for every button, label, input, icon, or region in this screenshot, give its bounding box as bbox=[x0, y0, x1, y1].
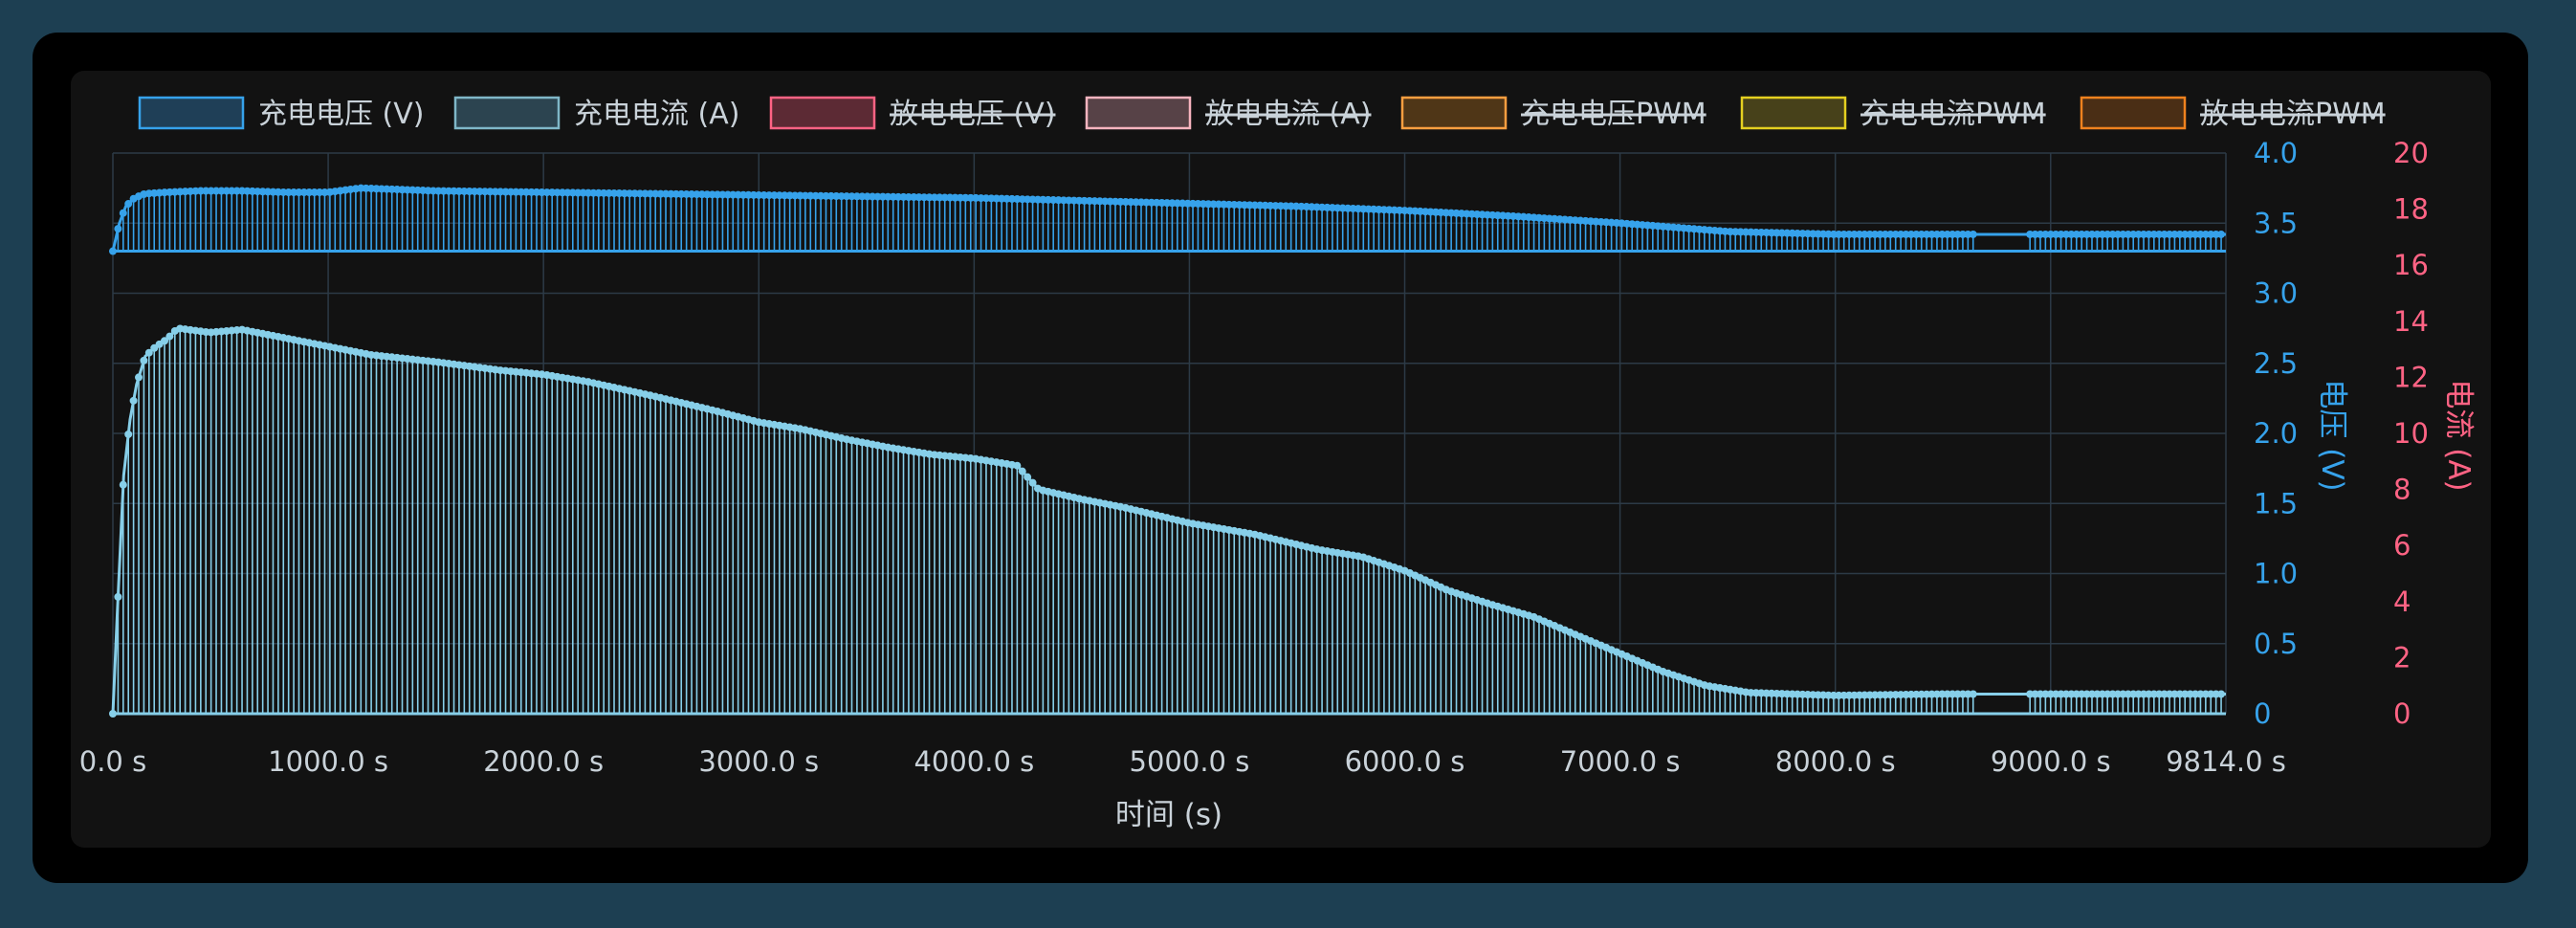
y-axis-left-label: 电压 (V) bbox=[2315, 379, 2349, 491]
x-tick-label: 5000.0 s bbox=[1130, 745, 1250, 778]
x-tick-label: 9000.0 s bbox=[1991, 745, 2111, 778]
series-line bbox=[111, 326, 2226, 715]
y-right-tick-label: 18 bbox=[2393, 193, 2429, 226]
legend[interactable]: 充电电压 (V) 充电电流 (A) 放电电压 (V) 放电电流 (A) 充电电压PWM 充… bbox=[138, 96, 2386, 131]
y-left-tick-label: 3.5 bbox=[2254, 207, 2298, 239]
legend-label: 充电电流PWM bbox=[1860, 98, 2046, 131]
legend-label: 充电电压 (V) bbox=[258, 98, 424, 131]
legend-swatch bbox=[453, 96, 561, 130]
x-axis-ticks: 0.0 s 1000.0 s 2000.0 s 3000.0 s 4000.0 s 500… bbox=[79, 745, 2286, 778]
x-tick-label: 6000.0 s bbox=[1345, 745, 1465, 778]
y-left-tick-label: 0 bbox=[2254, 697, 2271, 730]
legend-label: 放电电流 (A) bbox=[1205, 98, 1371, 131]
y-right-tick-label: 16 bbox=[2393, 249, 2429, 281]
legend-item-4[interactable]: 放电电流 (A) bbox=[1085, 96, 1371, 131]
y-right-tick-label: 6 bbox=[2393, 529, 2411, 562]
y-left-tick-label: 2.0 bbox=[2254, 417, 2298, 450]
x-tick-label: 7000.0 s bbox=[1560, 745, 1681, 778]
x-axis-label: 时间 (s) bbox=[1115, 798, 1222, 832]
y-right-tick-label: 14 bbox=[2393, 305, 2429, 338]
y-axis-right-label: 电流 (A) bbox=[2441, 379, 2476, 491]
y-left-tick-label: 4.0 bbox=[2254, 137, 2298, 169]
legend-item-3[interactable]: 放电电压 (V) bbox=[769, 96, 1055, 131]
legend-label: 充电电流 (A) bbox=[574, 98, 739, 131]
legend-swatch bbox=[2080, 96, 2187, 130]
y-right-tick-label: 20 bbox=[2393, 137, 2429, 169]
legend-item-6[interactable]: 充电电流PWM bbox=[1740, 96, 2046, 131]
y-left-tick-label: 1.0 bbox=[2254, 558, 2298, 590]
legend-swatch bbox=[1400, 96, 1508, 130]
legend-swatch bbox=[138, 96, 245, 130]
series-charge-voltage bbox=[109, 184, 2226, 255]
legend-item-2[interactable]: 充电电流 (A) bbox=[453, 96, 739, 131]
y-right-tick-label: 8 bbox=[2393, 474, 2411, 506]
y-axis-right-ticks: 0 2 4 6 8 10 12 14 16 18 20 bbox=[2393, 137, 2429, 730]
legend-swatch bbox=[1085, 96, 1192, 130]
legend-item-1[interactable]: 充电电压 (V) bbox=[138, 96, 424, 131]
legend-item-5[interactable]: 充电电压PWM bbox=[1400, 96, 1706, 131]
y-left-tick-label: 1.5 bbox=[2254, 487, 2298, 519]
series-layer bbox=[109, 184, 2226, 718]
y-right-tick-label: 10 bbox=[2393, 417, 2429, 450]
legend-swatch bbox=[769, 96, 876, 130]
y-axis-left-ticks: 0 0.5 1.0 1.5 2.0 2.5 3.0 3.5 4.0 bbox=[2254, 137, 2298, 730]
x-tick-label: 3000.0 s bbox=[698, 745, 819, 778]
y-left-tick-label: 3.0 bbox=[2254, 277, 2298, 310]
legend-label: 放电电压 (V) bbox=[890, 98, 1055, 131]
legend-label: 放电电流PWM bbox=[2200, 98, 2386, 131]
legend-swatch bbox=[1740, 96, 1847, 130]
y-right-tick-label: 12 bbox=[2393, 361, 2429, 393]
x-tick-label: 1000.0 s bbox=[268, 745, 388, 778]
x-tick-label: 9814.0 s bbox=[2166, 745, 2286, 778]
x-tick-label: 2000.0 s bbox=[483, 745, 604, 778]
x-tick-label: 8000.0 s bbox=[1775, 745, 1896, 778]
legend-label: 充电电压PWM bbox=[1521, 98, 1706, 131]
series-charge-current bbox=[109, 324, 2226, 718]
x-tick-label: 0.0 s bbox=[79, 745, 146, 778]
y-right-tick-label: 0 bbox=[2393, 697, 2411, 730]
y-right-tick-label: 4 bbox=[2393, 586, 2411, 618]
y-left-tick-label: 2.5 bbox=[2254, 347, 2298, 380]
legend-item-7[interactable]: 放电电流PWM bbox=[2080, 96, 2386, 131]
y-left-tick-label: 0.5 bbox=[2254, 628, 2298, 660]
series-line bbox=[111, 187, 2226, 252]
y-right-tick-label: 2 bbox=[2393, 641, 2411, 674]
x-tick-label: 4000.0 s bbox=[914, 745, 1034, 778]
